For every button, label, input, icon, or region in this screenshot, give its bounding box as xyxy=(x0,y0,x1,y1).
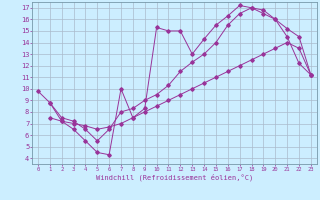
X-axis label: Windchill (Refroidissement éolien,°C): Windchill (Refroidissement éolien,°C) xyxy=(96,173,253,181)
